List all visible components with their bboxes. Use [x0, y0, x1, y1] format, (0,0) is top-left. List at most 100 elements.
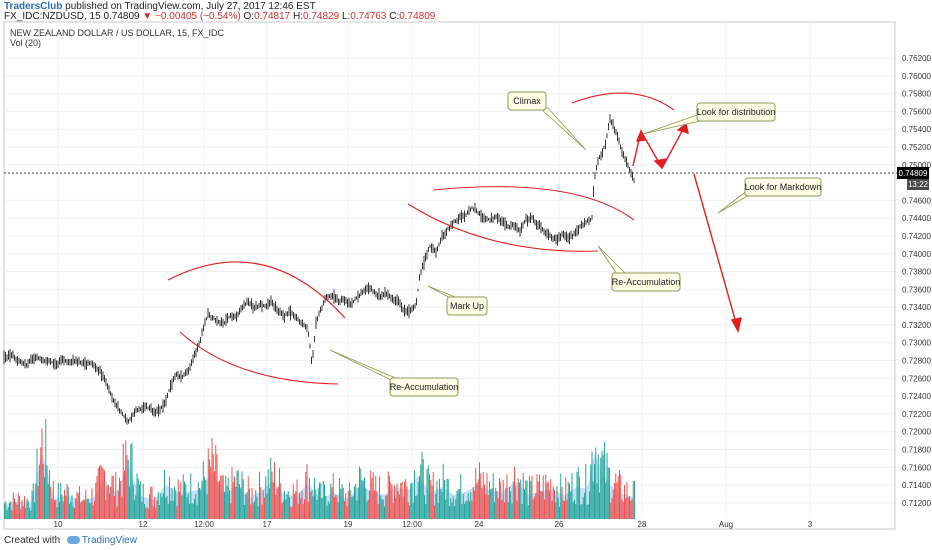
volume-bar: [464, 503, 465, 519]
volume-bar: [46, 465, 48, 519]
volume-bar: [387, 471, 389, 519]
volume-bar: [380, 495, 382, 519]
y-tick-label: 0.74000: [902, 250, 931, 259]
volume-bar: [449, 506, 450, 519]
volume-bar: [572, 501, 574, 519]
volume-bar: [267, 469, 269, 519]
callout-look-distribution[interactable]: Look for distribution: [696, 102, 776, 122]
volume-bar: [392, 503, 394, 519]
volume-bar: [355, 484, 357, 519]
volume-bar: [212, 454, 214, 519]
volume-bar: [199, 487, 200, 519]
volume-bar: [134, 500, 135, 519]
volume-bar: [140, 481, 142, 519]
volume-bar: [161, 496, 163, 519]
volume-bar: [16, 504, 18, 519]
volume-legend: Vol (20): [10, 38, 41, 48]
volume-bar: [259, 471, 260, 519]
volume-bar: [115, 472, 117, 519]
volume-bar: [462, 494, 464, 519]
volume-bar: [311, 490, 313, 519]
volume-bar: [589, 491, 590, 519]
volume-bar: [561, 486, 563, 519]
volume-bar: [216, 454, 218, 519]
volume-bar: [37, 485, 39, 519]
volume-bar: [476, 482, 478, 519]
volume-bar: [541, 491, 543, 519]
volume-bar: [344, 501, 345, 519]
volume-bar: [157, 491, 159, 519]
volume-bar: [209, 459, 210, 519]
callout-re-accumulation-1[interactable]: Re-Accumulation: [389, 377, 459, 397]
volume-bar: [271, 471, 273, 519]
price-axis[interactable]: 0.76200 0.76000 0.75800 0.75600 0.75400 0.752…: [894, 22, 931, 529]
volume-bar: [370, 470, 372, 519]
volume-bar: [574, 499, 575, 519]
callout-climax[interactable]: Climax: [507, 91, 547, 111]
volume-bar: [619, 470, 620, 519]
volume-bar: [287, 490, 289, 519]
close-value: 0.74809: [399, 11, 436, 22]
x-tick-label: 24: [475, 520, 484, 529]
volume-bar: [72, 506, 74, 519]
volume-bar: [407, 502, 409, 519]
volume-bar: [132, 484, 134, 519]
volume-bar: [547, 481, 549, 519]
volume-bar: [320, 482, 322, 519]
volume-bar: [255, 489, 257, 519]
volume-bar: [241, 471, 243, 519]
volume-bar: [617, 476, 619, 519]
volume-bar: [125, 440, 127, 519]
volume-bar: [394, 485, 395, 519]
volume-bar: [377, 504, 379, 519]
volume-bar: [546, 482, 548, 519]
volume-bar: [504, 502, 505, 519]
volume-bar: [202, 461, 204, 519]
annotation-arcs: [167, 92, 675, 385]
volume-bar: [21, 499, 23, 519]
tradingview-link[interactable]: TradingView: [81, 535, 137, 546]
markdown-arrow: [693, 173, 739, 331]
volume-bar: [245, 494, 247, 519]
volume-bar: [375, 475, 377, 519]
volume-bar: [151, 486, 153, 519]
volume-bar: [471, 500, 473, 519]
arc-lower-2: [407, 203, 599, 252]
volume-bar: [599, 492, 600, 519]
volume-bar: [467, 493, 469, 519]
x-tick-label: 12:00: [402, 520, 423, 529]
published-text: published on TradingView.com, July 27, 2…: [65, 1, 316, 12]
volume-bar: [339, 478, 340, 519]
volume-bar: [364, 477, 365, 519]
volume-bar: [155, 507, 157, 519]
callout-look-markdown[interactable]: Look for Markdown: [744, 177, 822, 197]
arrow-head-1: [635, 129, 647, 142]
volume-bar: [31, 491, 33, 519]
volume-bar: [500, 481, 502, 519]
volume-bar: [586, 504, 588, 519]
callout-mark-up[interactable]: Mark Up: [446, 296, 488, 316]
y-tick-label: 0.75200: [902, 143, 931, 152]
time-axis[interactable]: 10 12 12:00 17 19 12:00 24 26 28 Aug 3: [54, 520, 813, 529]
volume-bar: [327, 501, 329, 519]
volume-bar: [112, 475, 114, 519]
volume-bar: [34, 502, 35, 519]
volume-bar: [550, 478, 552, 519]
volume-bar: [322, 481, 324, 519]
callout-re-accumulation-2[interactable]: Re-Accumulation: [611, 272, 681, 292]
volume-bar: [384, 506, 385, 519]
author-link[interactable]: TradersClub: [4, 1, 63, 12]
volume-bar: [486, 472, 488, 519]
volume-bar: [35, 483, 37, 519]
volume-bar: [559, 506, 560, 519]
volume-bar: [592, 481, 594, 519]
volume-bar: [195, 494, 197, 519]
volume-bar: [369, 490, 370, 519]
volume-bar: [401, 481, 403, 519]
volume-bar: [610, 502, 612, 519]
volume-bar: [6, 509, 8, 519]
chart-pane: [3, 21, 896, 530]
volume-bar: [91, 488, 93, 519]
volume-bar: [222, 475, 224, 519]
